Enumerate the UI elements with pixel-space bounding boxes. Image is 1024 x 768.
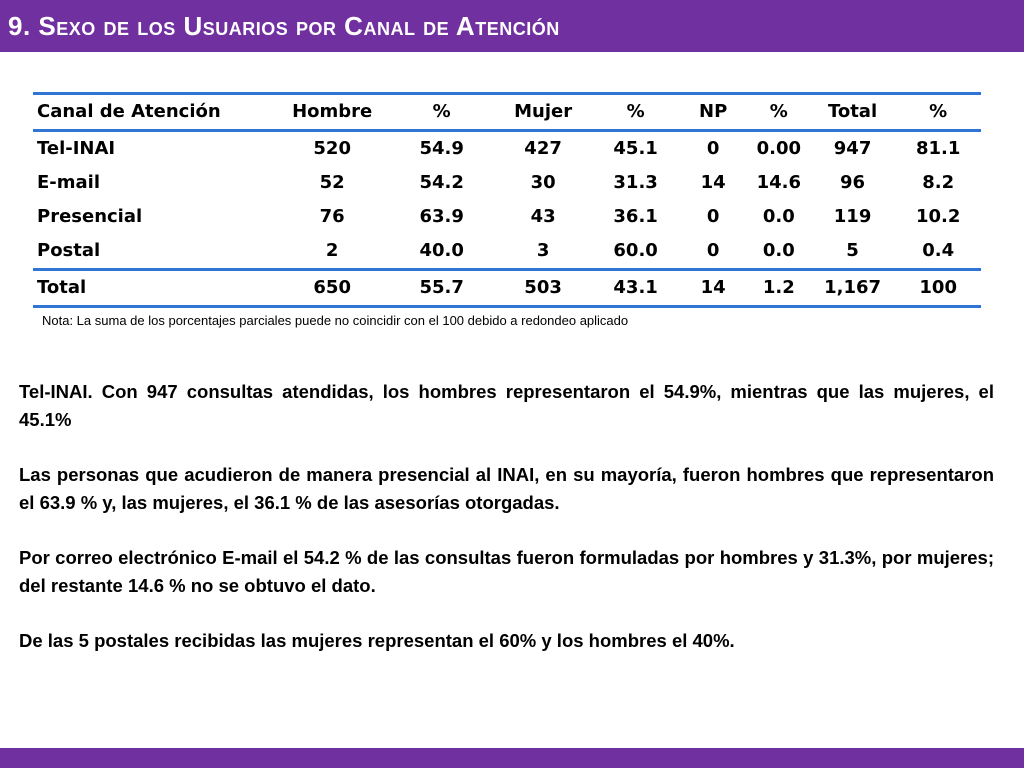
table-cell: 54.9 bbox=[419, 138, 464, 159]
table-cell: 2 bbox=[325, 240, 339, 261]
column-header: Canal de Atención bbox=[33, 92, 275, 132]
data-table: Canal de Atención Hombre % Mujer % NP % … bbox=[33, 92, 981, 308]
table-cell: 427 bbox=[524, 138, 562, 159]
table-cell: Postal bbox=[37, 240, 101, 261]
table-cell: 81.1 bbox=[915, 138, 961, 159]
table-cell: 100 bbox=[895, 268, 981, 308]
table-note: Nota: La suma de los porcentajes parcial… bbox=[42, 313, 629, 328]
table-total-row: Total 650 55.7 503 43.1 14 1.2 1,167 100 bbox=[33, 268, 981, 308]
page-title: 9. Sexo de los Usuarios por Canal de Ate… bbox=[8, 11, 560, 41]
table-row: Tel-INAI 520 54.9 427 45.1 0 0.00 947 81… bbox=[33, 131, 981, 167]
table-cell: 36.1 bbox=[613, 206, 658, 227]
table-cell: 60.0 bbox=[613, 240, 658, 261]
table-cell: 0.00 bbox=[756, 138, 802, 159]
column-header: % bbox=[592, 92, 679, 132]
table-cell: Tel-INAI bbox=[37, 138, 116, 159]
column-header: Hombre bbox=[274, 92, 390, 132]
column-header: % bbox=[389, 92, 494, 132]
body-text: Tel-INAI. Con 947 consultas atendidas, l… bbox=[19, 378, 994, 682]
table-cell: 0.4 bbox=[922, 240, 955, 261]
table-cell: 76 bbox=[319, 206, 345, 227]
table-cell: Presencial bbox=[37, 206, 143, 227]
table-cell: 52 bbox=[319, 172, 345, 193]
table-cell: 63.9 bbox=[419, 206, 464, 227]
table-cell: 650 bbox=[274, 268, 390, 308]
footer-bar bbox=[0, 748, 1024, 768]
title-bar: 9. Sexo de los Usuarios por Canal de Ate… bbox=[0, 0, 1024, 52]
table-cell: 10.2 bbox=[915, 206, 961, 227]
paragraph: Tel-INAI. Con 947 consultas atendidas, l… bbox=[19, 381, 994, 430]
table-cell: 520 bbox=[313, 138, 351, 159]
table-cell: 503 bbox=[493, 268, 593, 308]
table-cell: 0 bbox=[706, 240, 720, 261]
table-cell: 947 bbox=[833, 138, 872, 159]
table-cell: 119 bbox=[833, 206, 872, 227]
column-header: NP bbox=[678, 92, 748, 132]
table-cell: 0.0 bbox=[762, 240, 795, 261]
table-cell: 0 bbox=[706, 206, 720, 227]
table-row: Presencial 76 63.9 43 36.1 0 0.0 119 10.… bbox=[33, 200, 981, 234]
paragraph: De las 5 postales recibidas las mujeres … bbox=[19, 630, 735, 651]
table-cell: 14.6 bbox=[756, 172, 802, 193]
table-cell: 45.1 bbox=[613, 138, 658, 159]
table-cell: 0 bbox=[706, 138, 720, 159]
table-cell: 8.2 bbox=[922, 172, 955, 193]
table-cell: 14 bbox=[678, 268, 748, 308]
table-cell: 43 bbox=[530, 206, 556, 227]
column-header: % bbox=[747, 92, 810, 132]
table-cell: 5 bbox=[846, 240, 859, 261]
table-cell: 0.0 bbox=[762, 206, 795, 227]
table-row: E-mail 52 54.2 30 31.3 14 14.6 96 8.2 bbox=[33, 166, 981, 200]
column-header: Total bbox=[809, 92, 896, 132]
paragraph: Por correo electrónico E-mail el 54.2 % … bbox=[19, 547, 994, 596]
table-cell: 3 bbox=[536, 240, 550, 261]
column-header: % bbox=[895, 92, 981, 132]
table-cell: 1.2 bbox=[747, 268, 810, 308]
table-cell: 1,167 bbox=[809, 268, 896, 308]
table-cell: 31.3 bbox=[613, 172, 658, 193]
column-header: Mujer bbox=[493, 92, 593, 132]
table-cell: E-mail bbox=[37, 172, 101, 193]
table-cell: 54.2 bbox=[419, 172, 464, 193]
table-cell: 43.1 bbox=[592, 268, 679, 308]
table-container: Canal de Atención Hombre % Mujer % NP % … bbox=[33, 92, 981, 308]
table-header-row: Canal de Atención Hombre % Mujer % NP % … bbox=[33, 92, 981, 132]
table-row: Postal 2 40.0 3 60.0 0 0.0 5 0.4 bbox=[33, 234, 981, 270]
table-cell: Total bbox=[33, 268, 275, 308]
table-cell: 14 bbox=[700, 172, 726, 193]
table-cell: 30 bbox=[530, 172, 556, 193]
table-cell: 96 bbox=[840, 172, 866, 193]
paragraph: Las personas que acudieron de manera pre… bbox=[19, 464, 994, 513]
table-cell: 40.0 bbox=[419, 240, 464, 261]
table-cell: 55.7 bbox=[389, 268, 494, 308]
